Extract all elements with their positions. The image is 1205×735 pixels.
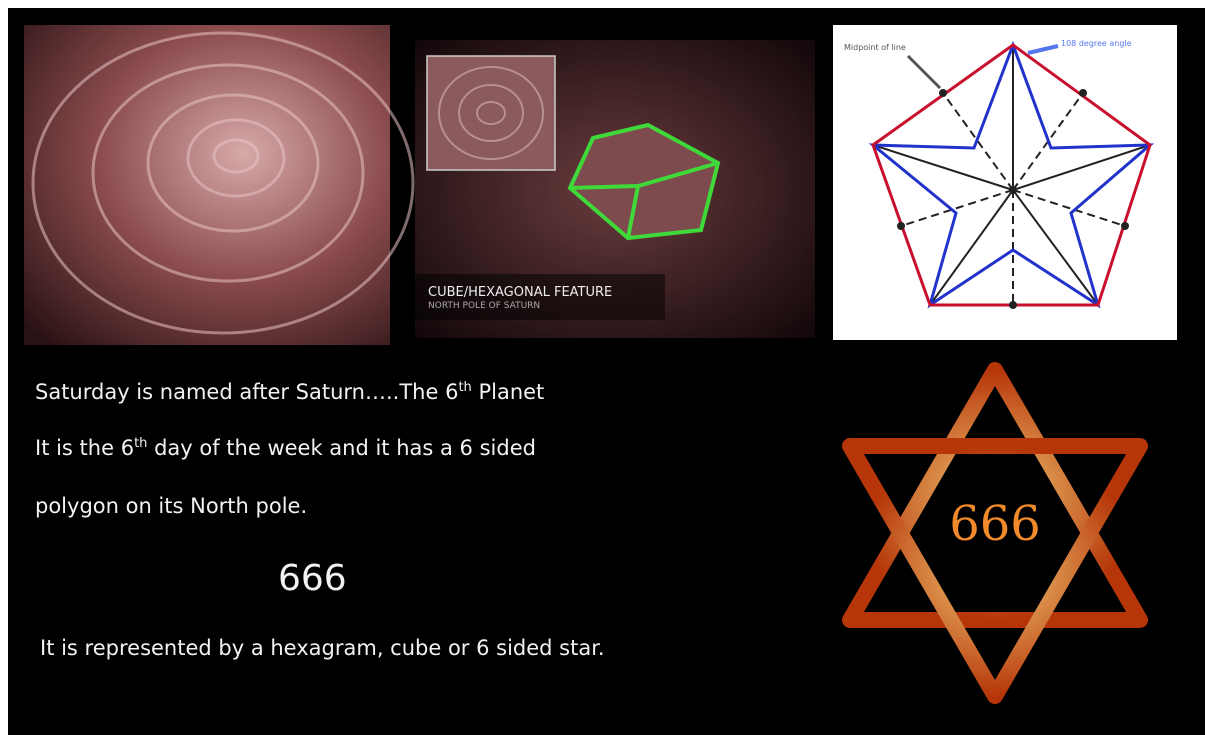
saturn-image [24,25,413,345]
text-segment: Planet [472,380,545,404]
diagram-label: 108 degree angle [1061,39,1132,48]
text-line: polygon on its North pole. [35,494,307,518]
text-segment: polygon on its North pole. [35,494,307,518]
hexagram-number: 666 [949,496,1041,552]
text-line: Saturday is named after Saturn…..The 6th… [35,380,544,404]
caption-title: CUBE/HEXAGONAL FEATURE [428,285,612,300]
caption-subtitle: NORTH POLE OF SATURN [428,301,540,311]
pentagon-diagram: Midpoint of line 108 degree angle [833,25,1177,340]
text-segment: Saturday is named after Saturn…..The 6 [35,380,458,404]
slide: CUBE/HEXAGONAL FEATURE NORTH POLE OF SAT… [8,8,1205,735]
text-segment: th [458,380,471,395]
text-segment: day of the week and it has a 6 sided [147,436,536,460]
saturn-cube-image: CUBE/HEXAGONAL FEATURE NORTH POLE OF SAT… [415,40,815,338]
text-segment: It is the 6 [35,436,134,460]
fire-hexagram: 666 [850,370,1140,696]
text-line: It is represented by a hexagram, cube or… [40,636,605,660]
text-line: It is the 6th day of the week and it has… [35,436,536,460]
number-heading: 666 [278,558,347,599]
slide-art: CUBE/HEXAGONAL FEATURE NORTH POLE OF SAT… [8,8,1205,735]
diagram-label: Midpoint of line [844,43,906,52]
text-segment: th [134,436,147,451]
text-segment: It is represented by a hexagram, cube or… [40,636,605,660]
page: CUBE/HEXAGONAL FEATURE NORTH POLE OF SAT… [0,0,1205,735]
